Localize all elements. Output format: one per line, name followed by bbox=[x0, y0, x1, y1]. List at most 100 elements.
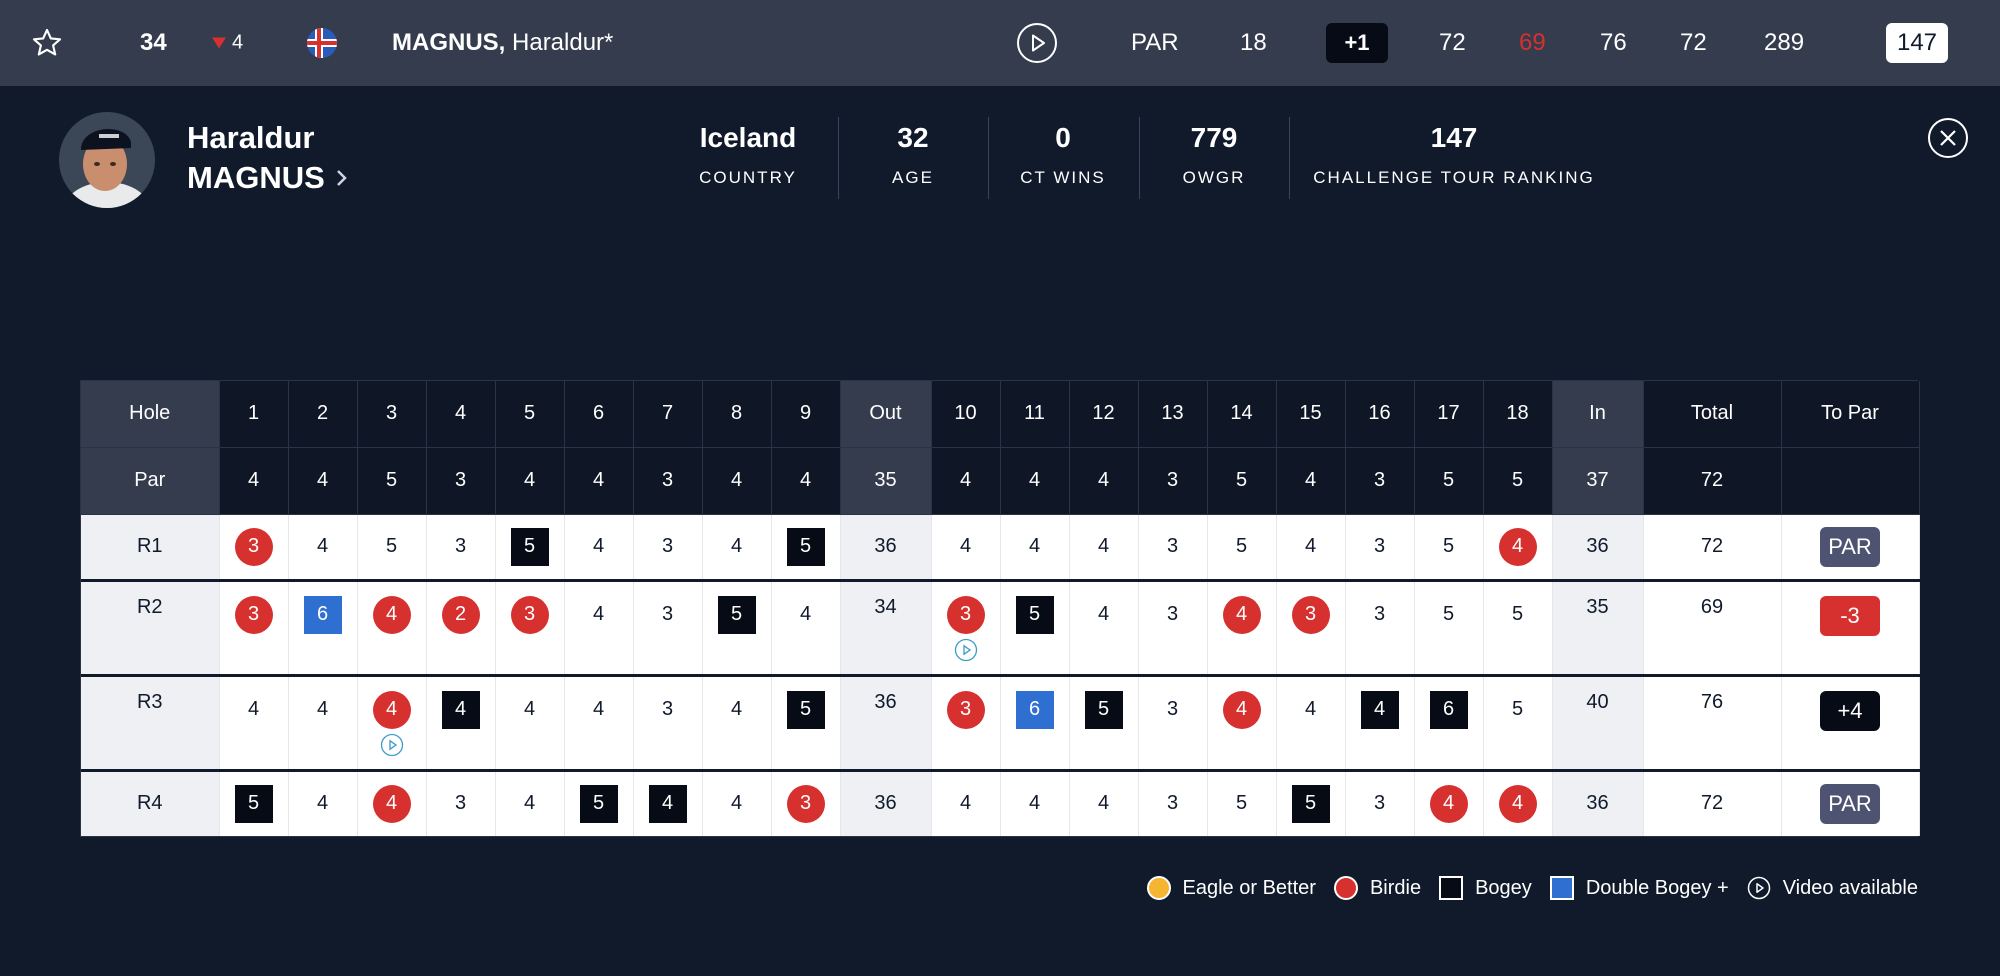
score-cell: 3 bbox=[495, 580, 565, 675]
score-cell: 4 bbox=[564, 580, 634, 675]
par-score: 5 bbox=[1511, 698, 1524, 720]
close-icon[interactable] bbox=[1927, 117, 1969, 159]
legend-double-bogey: Double Bogey + bbox=[1549, 876, 1729, 900]
score-cell: 4 bbox=[931, 770, 1001, 836]
score-cell: 3 bbox=[219, 514, 289, 580]
par-cell: 35 bbox=[840, 447, 932, 515]
score-cell: 4 bbox=[426, 675, 496, 770]
birdie-score: 3 bbox=[946, 595, 985, 634]
hole-label-cell: Hole bbox=[81, 381, 220, 448]
hole-header-cell: Out bbox=[840, 381, 932, 448]
score-cell: 3 bbox=[1138, 514, 1208, 580]
birdie-score: 3 bbox=[234, 527, 273, 566]
score-cell: 5 bbox=[1207, 770, 1277, 836]
score-cell: 4 bbox=[702, 514, 772, 580]
stat-ct-wins: 0 CT WINS bbox=[1003, 118, 1123, 188]
birdie-score: 3 bbox=[786, 784, 825, 823]
round-label-cell: R2 bbox=[81, 580, 220, 675]
bogey-score: 5 bbox=[579, 784, 618, 823]
score-cell: 4 bbox=[633, 770, 703, 836]
score-cell: 5 bbox=[564, 770, 634, 836]
par-cell: 4 bbox=[288, 447, 358, 515]
par-cell: 4 bbox=[1276, 447, 1346, 515]
par-score: 4 bbox=[1028, 792, 1041, 815]
ranking-badge: 147 bbox=[1886, 23, 1948, 63]
par-cell bbox=[1781, 447, 1920, 515]
hole-header-cell: 15 bbox=[1276, 381, 1346, 448]
legend-bogey: Bogey bbox=[1439, 876, 1532, 900]
hole-header-cell: 11 bbox=[1000, 381, 1070, 448]
par-score: 3 bbox=[661, 698, 674, 720]
score-cell: 5 bbox=[1000, 580, 1070, 675]
birdie-score: 3 bbox=[1291, 595, 1330, 634]
score-cell: 4 bbox=[564, 514, 634, 580]
round-total-cell: 76 bbox=[1643, 675, 1782, 770]
par-cell: 4 bbox=[1000, 447, 1070, 515]
par-score: 4 bbox=[247, 698, 260, 720]
score-cell: 3 bbox=[633, 514, 703, 580]
par-score: 4 bbox=[1097, 792, 1110, 815]
par-score: 5 bbox=[1442, 535, 1455, 557]
par-score: 4 bbox=[730, 698, 743, 720]
par-score: 3 bbox=[1166, 603, 1179, 625]
score-cell: 4 bbox=[1069, 770, 1139, 836]
legend-eagle: Eagle or Better bbox=[1146, 876, 1316, 900]
score-cell: 3 bbox=[219, 580, 289, 675]
out-total-cell: 36 bbox=[840, 770, 932, 836]
round-row: R4 5 4 4 3 4 5 4 4 3 36 4 4 4 3 5 5 3 4 4 36 72 PAR bbox=[81, 770, 1920, 836]
divider bbox=[1289, 117, 1290, 199]
bogey-score: 4 bbox=[441, 690, 480, 729]
hole-header-cell: 17 bbox=[1414, 381, 1484, 448]
player-full-name[interactable]: Haraldur MAGNUS bbox=[187, 118, 349, 198]
par-score: 4 bbox=[1028, 535, 1041, 557]
play-circle-icon[interactable] bbox=[1016, 22, 1058, 64]
score-cell: 6 bbox=[1414, 675, 1484, 770]
score-cell: 4 bbox=[1276, 514, 1346, 580]
par-score: 4 bbox=[523, 698, 536, 720]
par-cell: 3 bbox=[1345, 447, 1415, 515]
hole-header-cell: 13 bbox=[1138, 381, 1208, 448]
score-cell: 3 bbox=[1138, 770, 1208, 836]
birdie-score: 4 bbox=[1222, 690, 1261, 729]
stat-age: 32 AGE bbox=[853, 118, 973, 188]
round-total-cell: 69 bbox=[1643, 580, 1782, 675]
score-cell: 3 bbox=[426, 514, 496, 580]
par-score: 3 bbox=[661, 603, 674, 625]
score-cell: 4 bbox=[495, 675, 565, 770]
par-cell: 4 bbox=[495, 447, 565, 515]
bogey-score: 5 bbox=[234, 784, 273, 823]
hole-header-cell: 8 bbox=[702, 381, 772, 448]
player-name[interactable]: MAGNUS, Haraldur* bbox=[392, 29, 613, 57]
score-cell: 4 bbox=[702, 770, 772, 836]
score-cell: 4 bbox=[288, 675, 358, 770]
score-cell: 4 bbox=[1414, 770, 1484, 836]
score-cell: 3 bbox=[1345, 770, 1415, 836]
round-3-score: 76 bbox=[1600, 29, 1627, 56]
star-outline-icon[interactable] bbox=[30, 26, 64, 60]
chevron-right-icon bbox=[336, 170, 347, 186]
score-cell: 3 bbox=[1138, 580, 1208, 675]
hole-header-cell: 1 bbox=[219, 381, 289, 448]
par-score: 4 bbox=[799, 603, 812, 625]
in-total-cell: 36 bbox=[1552, 514, 1644, 580]
out-total-cell: 36 bbox=[840, 675, 932, 770]
hole-header-cell: 9 bbox=[771, 381, 841, 448]
score-cell: 5 bbox=[771, 675, 841, 770]
score-cell[interactable]: 3 bbox=[931, 580, 1001, 675]
hole-header-cell: In bbox=[1552, 381, 1644, 448]
score-cell: 5 bbox=[702, 580, 772, 675]
score-cell[interactable]: 4 bbox=[357, 675, 427, 770]
par-score: 4 bbox=[592, 603, 605, 625]
to-par-badge: +1 bbox=[1326, 23, 1388, 63]
bogey-score: 6 bbox=[1429, 690, 1468, 729]
hole-header-cell: 18 bbox=[1483, 381, 1553, 448]
bogey-score: 5 bbox=[786, 690, 825, 729]
par-score: 4 bbox=[1097, 603, 1110, 625]
play-circle-icon[interactable] bbox=[380, 733, 404, 757]
double-score: 6 bbox=[1015, 690, 1054, 729]
hole-header-row: Hole 1 2 3 4 5 6 7 8 9 Out 10 11 12 13 14 15 16 17 18 In Tota… bbox=[81, 381, 1920, 448]
leaderboard-row[interactable]: 34 4 MAGNUS, Haraldur* PAR 18 +1 72 69 7… bbox=[0, 0, 2000, 86]
play-circle-icon[interactable] bbox=[954, 638, 978, 662]
par-score: 4 bbox=[316, 698, 329, 720]
hole-header-cell: 16 bbox=[1345, 381, 1415, 448]
